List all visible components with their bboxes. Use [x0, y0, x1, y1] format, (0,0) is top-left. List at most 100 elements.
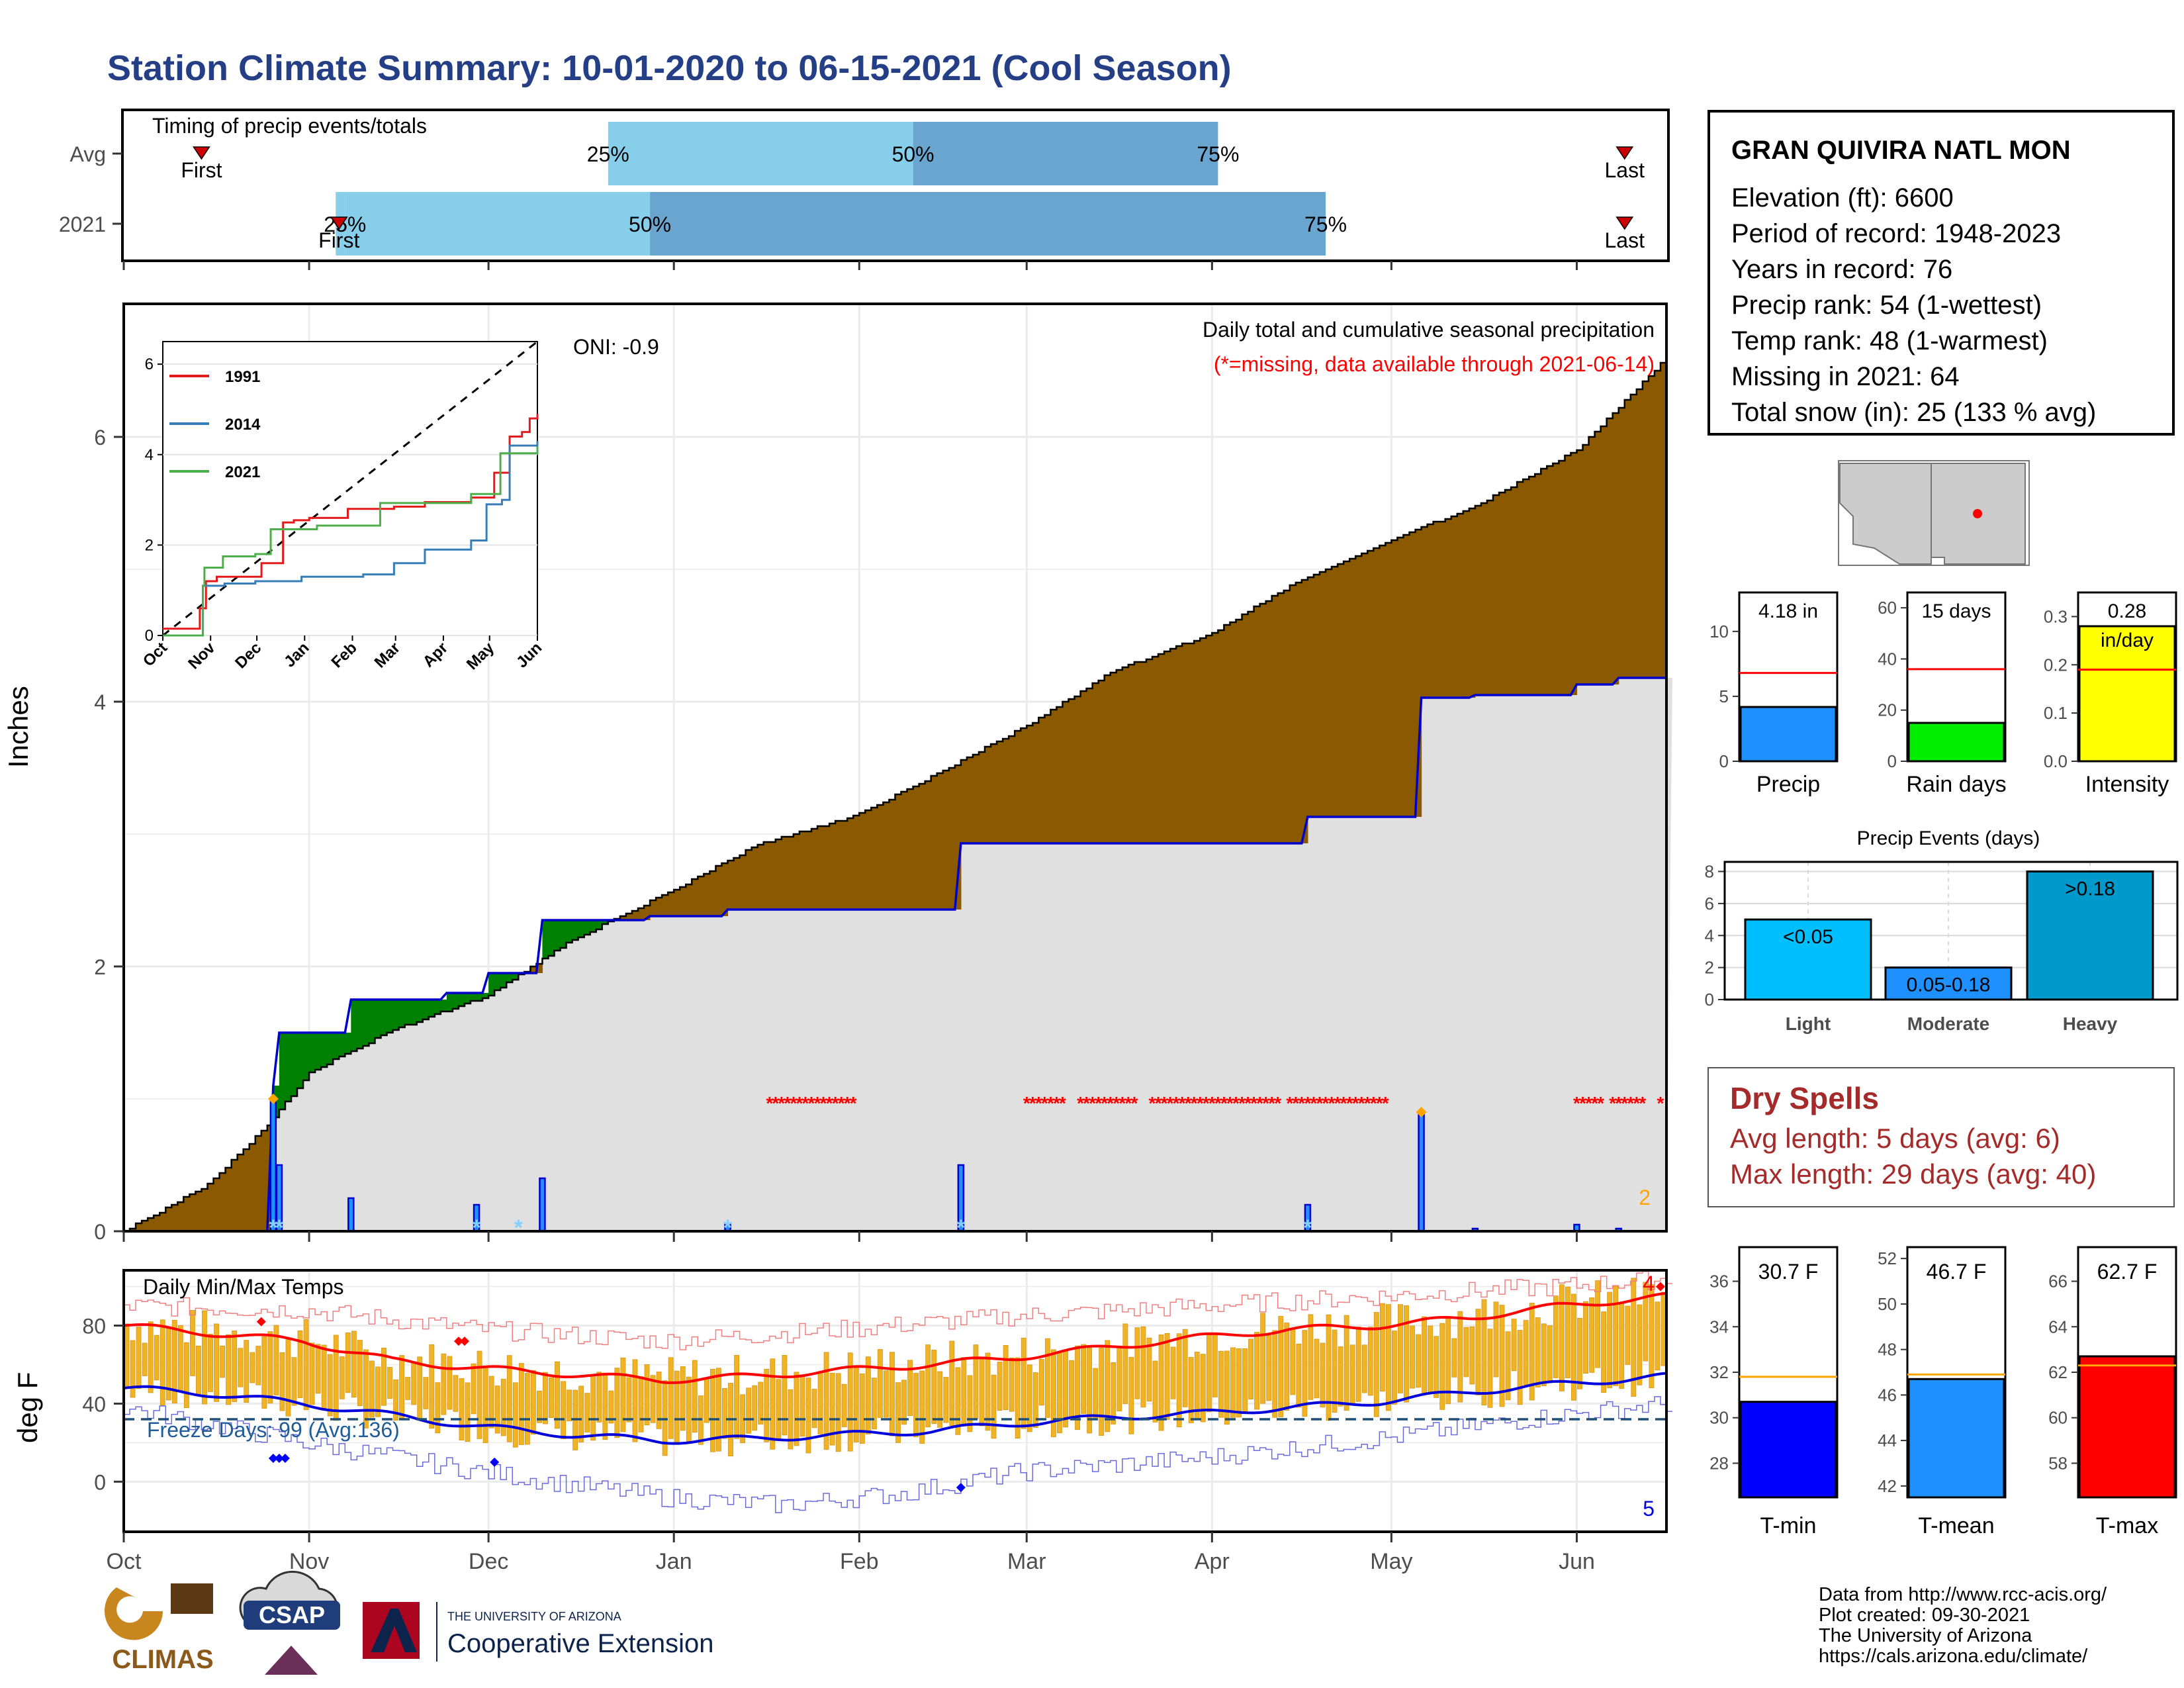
daily-temp-bar — [596, 1372, 602, 1423]
month-label: Jun — [1559, 1549, 1595, 1574]
daily-temp-bar — [549, 1377, 554, 1419]
tbar-y-tick-label: 28 — [1709, 1453, 1729, 1473]
daily-temp-bar — [1655, 1301, 1661, 1371]
missing-day-marker: * — [1113, 1093, 1120, 1113]
observed-cumulative-line — [124, 677, 1666, 1233]
daily-temp-bar — [1290, 1329, 1296, 1395]
missing-day-marker: * — [1167, 1093, 1174, 1113]
daily-temp-bar — [1009, 1357, 1015, 1412]
daily-temp-bar — [979, 1356, 985, 1427]
tbar-y-tick-label: 50 — [1878, 1294, 1897, 1314]
daily-temp-bar — [543, 1372, 548, 1425]
missing-day-marker: * — [832, 1093, 839, 1113]
missing-day-marker: * — [790, 1093, 797, 1113]
daily-temp-bar — [537, 1390, 542, 1423]
daily-temp-bar — [847, 1352, 853, 1452]
first-event-marker — [193, 146, 210, 160]
snow-marker: * — [956, 1215, 966, 1241]
summary-bar-0 — [1739, 706, 1837, 763]
daily-temp-bar — [1212, 1333, 1218, 1397]
missing-day-marker: * — [1047, 1093, 1054, 1113]
missing-day-marker: * — [1130, 1093, 1138, 1113]
missing-day-marker: * — [1591, 1093, 1598, 1113]
daily-temp-bar — [291, 1357, 297, 1406]
timing-bar-early — [345, 192, 651, 256]
daily-temp-bar — [1326, 1314, 1332, 1421]
daily-temp-bar — [189, 1310, 195, 1376]
daily-temp-bar — [1087, 1347, 1093, 1434]
average-cumulative-line — [124, 361, 1666, 1233]
timing-row-label: Avg — [69, 142, 106, 166]
daily-temp-bar — [1152, 1360, 1158, 1423]
daily-temp-bar — [1523, 1320, 1529, 1385]
tbar-y-tick-label: 64 — [2048, 1317, 2068, 1336]
timing-bar-early — [608, 122, 913, 185]
daily-temp-bar — [608, 1390, 614, 1424]
daily-temp-bar — [124, 1323, 130, 1387]
daily-temp-bar — [835, 1373, 841, 1452]
daily-temp-bar — [171, 1320, 177, 1404]
missing-day-marker: * — [1597, 1093, 1604, 1113]
daily-temp-bar — [255, 1346, 261, 1385]
daily-temp-bar — [506, 1355, 512, 1442]
temp-record-marker — [280, 1453, 290, 1463]
missing-day-marker: * — [1232, 1093, 1240, 1113]
precip-y-tick-label: 4 — [94, 690, 106, 714]
daily-temp-bar — [1302, 1330, 1308, 1417]
daily-temp-bar — [244, 1340, 250, 1403]
daily-temp-bar — [453, 1375, 459, 1412]
info-elevation: Elevation (ft): 6600 — [1731, 183, 1954, 212]
events-y-tick-label: 0 — [1705, 990, 1714, 1009]
temp-average-line — [123, 1291, 1667, 1384]
daily-temp-bar — [1517, 1330, 1523, 1405]
events-y-tick-label: 8 — [1705, 862, 1714, 882]
daily-temp-bar — [1410, 1325, 1415, 1389]
daily-temp-bar — [387, 1367, 392, 1399]
daily-temp-bar — [991, 1374, 997, 1439]
daily-temp-bar — [1385, 1304, 1391, 1411]
daily-temp-bar — [1170, 1346, 1176, 1399]
missing-day-marker: * — [1358, 1093, 1365, 1113]
daily-temp-bar — [973, 1344, 979, 1419]
daily-temp-bar — [1553, 1295, 1559, 1378]
inset-series-1991 — [163, 414, 539, 630]
daily-temp-bar — [1116, 1346, 1122, 1412]
daily-temp-bar — [1158, 1334, 1164, 1431]
daily-temp-bar — [895, 1382, 901, 1443]
daily-temp-bar — [1296, 1343, 1302, 1408]
daily-temp-bar — [859, 1373, 865, 1444]
daily-temp-bar — [590, 1376, 596, 1441]
daily-temp-bar — [1559, 1284, 1565, 1391]
daily-temp-bar — [1032, 1372, 1038, 1428]
missing-day-marker: * — [1155, 1093, 1162, 1113]
snow-marker: * — [1303, 1215, 1312, 1241]
daily-temp-bar — [273, 1325, 279, 1395]
daily-temp-bar — [1583, 1301, 1588, 1374]
daily-temp-bar — [632, 1359, 638, 1442]
oni-label: ONI: -0.9 — [573, 335, 659, 359]
daily-temp-bar — [399, 1355, 405, 1419]
missing-day-marker: * — [1208, 1093, 1216, 1113]
daily-temp-bar — [1026, 1364, 1032, 1432]
daily-temp-bar — [196, 1345, 201, 1395]
daily-temp-bar — [1075, 1345, 1080, 1430]
missing-day-marker: * — [1214, 1093, 1222, 1113]
temp-y-tick-label: 40 — [82, 1392, 106, 1416]
daily-temp-bar — [1176, 1333, 1182, 1428]
missing-day-marker: * — [1197, 1093, 1204, 1113]
timing-p75-label: 75% — [1197, 142, 1239, 166]
missing-note: (*=missing, data available through 2021-… — [1213, 352, 1655, 376]
daily-temp-bar — [1361, 1344, 1367, 1393]
daily-temp-bar — [770, 1358, 776, 1450]
inset-legend-label: 1991 — [225, 368, 260, 386]
temp-record-marker — [490, 1457, 500, 1467]
tbar-value-label: 62.7 F — [2097, 1260, 2158, 1284]
missing-day-marker: * — [1310, 1093, 1317, 1113]
daily-temp-bar — [1428, 1325, 1433, 1393]
daily-temp-bar — [1595, 1280, 1601, 1368]
missing-day-marker: * — [1382, 1093, 1389, 1113]
daily-temp-bar — [1607, 1291, 1613, 1388]
climas-logo-mark — [105, 1587, 163, 1640]
daily-precip-bar — [539, 1177, 546, 1233]
summary-y-tick-label: 60 — [1878, 598, 1897, 618]
